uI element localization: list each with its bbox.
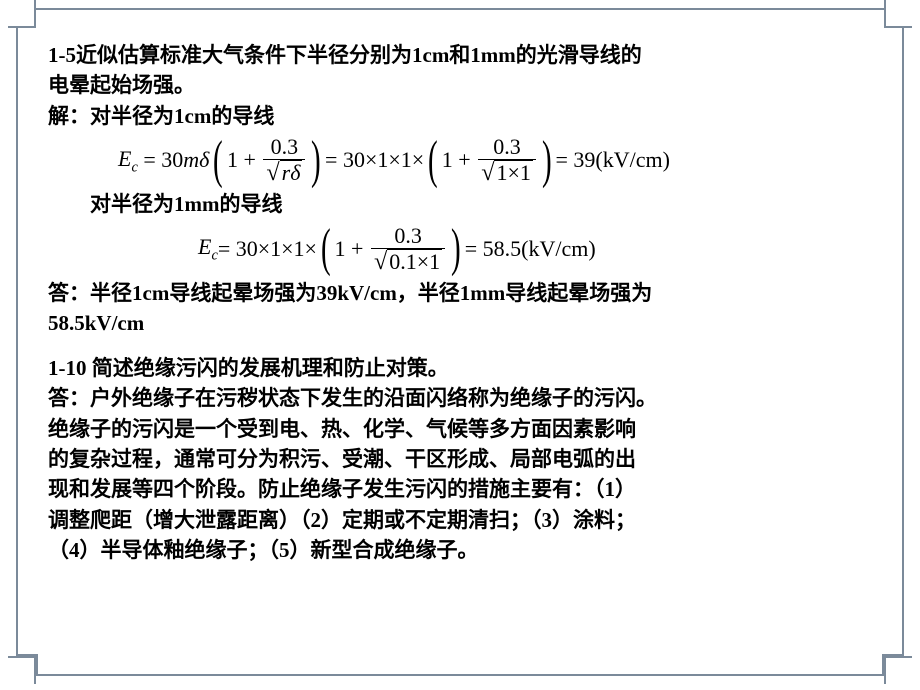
q15-case2-intro: 对半径为1mm的导线 xyxy=(90,189,872,219)
q15-equation-2: Ec = 30×1×1× ( 1 + 0.3 √0.1×1 ) = 58.5(k… xyxy=(198,220,872,278)
corner-tl xyxy=(8,0,36,28)
q15-title-l2: 电晕起始场强。 xyxy=(48,70,872,100)
q110-p4: 现和发展等四个阶段。防止绝缘子发生污闪的措施主要有：（1） xyxy=(48,474,872,504)
q15-ans-l2: 58.5kV/cm xyxy=(48,308,872,338)
eq1-one: 1 xyxy=(227,144,238,176)
corner-br xyxy=(884,656,912,684)
q15-title-l1: 1-5近似估算标准大气条件下半径分别为1cm和1mm的光滑导线的 xyxy=(48,40,872,70)
q110-p3: 的复杂过程，通常可分为积污、受潮、干区形成、局部电弧的出 xyxy=(48,444,872,474)
eq1-frac1: 0.3 √rδ xyxy=(263,135,305,185)
q15-sol-intro: 解：对半径为1cm的导线 xyxy=(48,101,872,131)
eq2-result: = 58.5(kV/cm) xyxy=(465,233,596,265)
q15-ans-l1: 答：半径1cm导线起晕场强为39kV/cm，半径1mm导线起晕场强为 xyxy=(48,278,872,308)
q110-p5: 调整爬距（增大泄露距离）（2）定期或不定期清扫；（3）涂料； xyxy=(48,505,872,535)
lparen2: ( xyxy=(428,137,438,185)
eq1-mid: = 30×1×1× xyxy=(325,144,424,176)
lparen3: ( xyxy=(321,225,331,273)
eq1-frac2: 0.3 √1×1 xyxy=(478,135,536,185)
slide-content: 1-5近似估算标准大气条件下半径分别为1cm和1mm的光滑导线的 电晕起始场强。… xyxy=(48,40,872,566)
q15-equation-1: Ec = 30 m δ ( 1 + 0.3 √rδ ) = 30×1×1× ( … xyxy=(118,131,872,189)
q110-title: 1-10 简述绝缘污闪的发展机理和防止对策。 xyxy=(48,353,872,383)
eq2-lhs: Ec xyxy=(198,231,218,266)
eq2-pfx: = 30×1×1× xyxy=(218,233,317,265)
eq1-plus: + xyxy=(238,144,261,176)
eq1-equals: = xyxy=(138,144,161,176)
eq1-result: = 39(kV/cm) xyxy=(556,144,670,176)
corner-tr xyxy=(884,0,912,28)
lparen: ( xyxy=(213,137,223,185)
eq2-one: 1 xyxy=(335,233,346,265)
q110-p6: （4）半导体釉绝缘子；（5）新型合成绝缘子。 xyxy=(48,535,872,565)
eq1-plus2: + xyxy=(453,144,476,176)
eq1-lhs: Ec xyxy=(118,143,138,178)
q110-p1: 答：户外绝缘子在污秽状态下发生的沿面闪络称为绝缘子的污闪。 xyxy=(48,383,872,413)
rparen: ) xyxy=(311,137,321,185)
q110-p2: 绝缘子的污闪是一个受到电、热、化学、气候等多方面因素影响 xyxy=(48,414,872,444)
eq1-m: m xyxy=(183,144,199,176)
eq2-frac: 0.3 √0.1×1 xyxy=(371,224,445,274)
eq1-delta: δ xyxy=(199,144,209,176)
corner-bl xyxy=(8,656,36,684)
rparen2: ) xyxy=(542,137,552,185)
eq1-one2: 1 xyxy=(442,144,453,176)
eq2-plus: + xyxy=(346,233,369,265)
eq1-coef: 30 xyxy=(161,144,183,176)
rparen3: ) xyxy=(451,225,461,273)
